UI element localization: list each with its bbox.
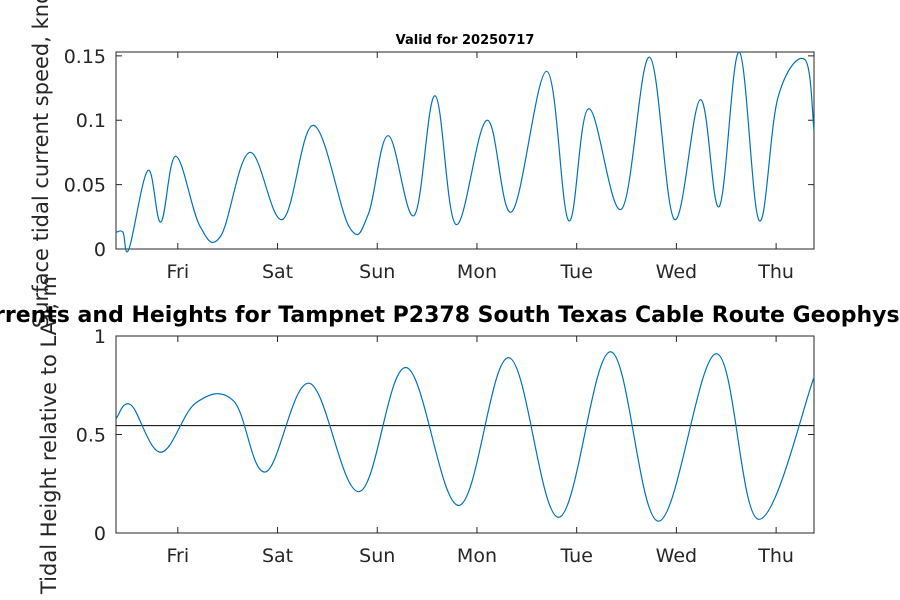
y-tick-label: 1 xyxy=(94,326,106,348)
tidal-height-ticks xyxy=(116,335,814,534)
x-tick-label: Sun xyxy=(359,545,395,567)
x-tick-label: Wed xyxy=(656,545,697,567)
y-tick-label: 0.1 xyxy=(76,110,106,132)
x-tick-label: Thu xyxy=(757,545,794,567)
y-tick-label: 0 xyxy=(94,239,106,261)
chart-subtitle: Valid for 20250717 xyxy=(396,33,535,48)
y-tick-label: 0.5 xyxy=(76,425,106,447)
x-tick-label: Fri xyxy=(167,545,190,567)
tidal-height-ytick-labels: 00.51 xyxy=(76,326,106,545)
current-speed-ylabel: Surface tidal current speed, knots xyxy=(29,0,53,328)
tidal-height-line xyxy=(115,351,815,522)
y-tick-label: 0.05 xyxy=(64,175,106,197)
y-tick-label: 0 xyxy=(94,523,106,545)
current-speed-ticks xyxy=(116,52,814,250)
tidal-height-axes-box xyxy=(115,335,815,534)
tidal-height-panel: Fri Sat Sun Mon Tue Wed Thu 00.51 Tidal Height… xyxy=(37,276,815,595)
tidal-height-xtick-labels: Fri Sat Sun Mon Tue Wed Thu xyxy=(167,545,794,567)
x-tick-label: Sun xyxy=(359,261,395,283)
x-tick-label: Wed xyxy=(656,261,697,283)
tidal-height-ylabel: Tidal Height relative to LAT, m xyxy=(37,276,61,595)
current-speed-panel: Fri Sat Sun Mon Tue Wed Thu 0 0.05 0.1 0.15 Valid… xyxy=(29,0,815,328)
x-tick-label: Thu xyxy=(757,261,794,283)
x-tick-label: Fri xyxy=(167,261,190,283)
x-tick-label: Mon xyxy=(457,261,497,283)
y-tick-label: 0.15 xyxy=(64,46,106,68)
x-tick-label: Sat xyxy=(262,545,293,567)
x-tick-label: Tue xyxy=(559,545,592,567)
x-tick-label: Tue xyxy=(559,261,592,283)
current-speed-axes-box xyxy=(115,51,815,250)
current-speed-ytick-labels: 0 0.05 0.1 0.15 xyxy=(64,46,106,261)
figure-title: Tidal Currents and Heights for Tampnet P… xyxy=(0,303,900,328)
current-speed-xtick-labels: Fri Sat Sun Mon Tue Wed Thu xyxy=(167,261,794,283)
x-tick-label: Mon xyxy=(457,545,497,567)
current-speed-line xyxy=(115,51,815,253)
x-tick-label: Sat xyxy=(262,261,293,283)
